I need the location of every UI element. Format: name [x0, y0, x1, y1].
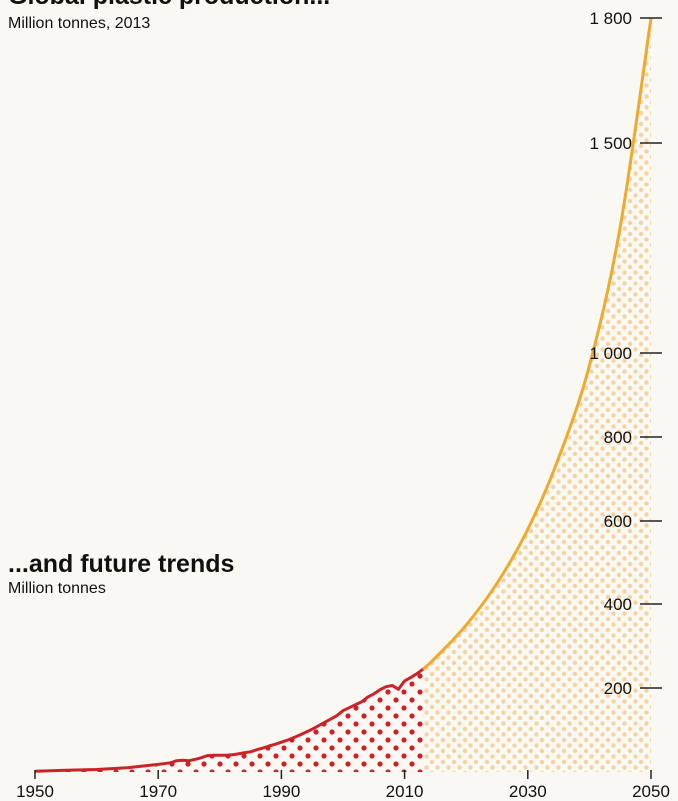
- secondary-subtitle: Million tonnes: [8, 580, 106, 597]
- chart-subtitle: Million tonnes, 2013: [8, 15, 150, 32]
- y-tick-label-400: 400: [604, 595, 632, 614]
- y-tick-label-800: 800: [604, 428, 632, 447]
- projection-area: [423, 18, 651, 772]
- historical-area: [35, 669, 424, 772]
- x-tick-label-1950: 1950: [16, 782, 54, 801]
- secondary-title: ...and future trends: [8, 550, 234, 578]
- x-tick-label-1990: 1990: [262, 782, 300, 801]
- chart-title: Global plastic production...: [8, 0, 330, 10]
- y-tick-label-200: 200: [604, 679, 632, 698]
- y-tick-label-1000: 1 000: [589, 344, 632, 363]
- y-tick-label-600: 600: [604, 512, 632, 531]
- x-tick-label-2010: 2010: [386, 782, 424, 801]
- y-tick-label-1500: 1 500: [589, 134, 632, 153]
- x-tick-label-1970: 1970: [139, 782, 177, 801]
- y-tick-label-1800: 1 800: [589, 9, 632, 28]
- historical-line: [34, 667, 424, 773]
- projection-line: [422, 17, 653, 671]
- x-tick-label-2050: 2050: [632, 782, 670, 801]
- x-tick-label-2030: 2030: [509, 782, 547, 801]
